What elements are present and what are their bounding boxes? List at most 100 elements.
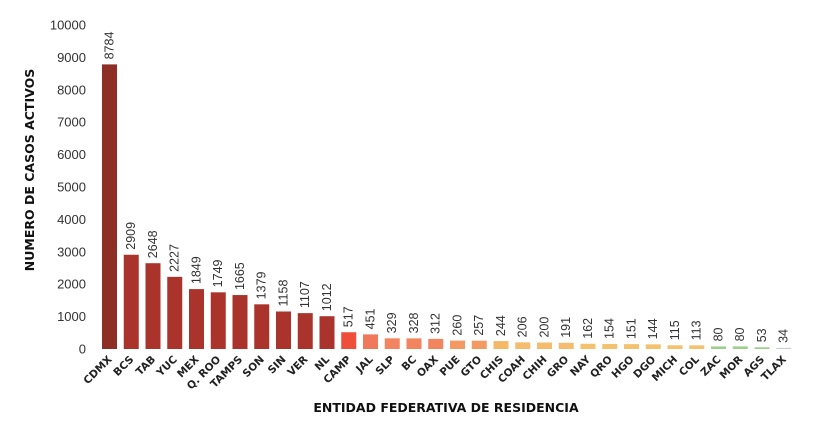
bar-value-label: 517 [342,306,356,327]
bar-value-label: 80 [733,327,747,341]
y-tick-label: 7000 [57,115,86,130]
bar-value-label: 1379 [255,271,269,299]
category-label: YUC [154,353,180,379]
bar [689,345,705,349]
bar-value-label: 144 [646,318,660,339]
bar-value-label: 2648 [146,230,160,258]
y-axis-ticks: 0 1000 2000 3000 4000 5000 6000 7000 8000 9000 100… [50,18,86,357]
bar-value-label: 329 [385,312,399,333]
category-label: NAY [568,353,593,378]
bar [428,338,444,349]
bar-value-label: 328 [407,312,421,333]
bars [102,64,792,349]
bar [776,347,792,349]
y-tick-label: 5000 [57,180,86,195]
bar-value-label: 8784 [103,32,117,60]
category-label: GRO [545,354,572,381]
bar-value-label: 1749 [211,259,225,287]
bar [493,341,509,349]
category-label: CDMX [81,354,114,387]
category-label: CHIH [520,354,549,383]
category-label: JAL [353,353,376,376]
bar [319,316,335,349]
bar [254,304,270,349]
category-label: BCS [111,354,136,379]
bar [276,311,291,349]
y-tick-label: 8000 [57,82,86,97]
bar [602,344,618,349]
value-labels: 8784 2909 2648 2227 1849 1749 1665 1379 1158 1107… [103,32,791,343]
bar [624,344,639,349]
bar-value-label: 451 [364,308,378,329]
y-tick-label: 9000 [57,50,86,65]
category-label: VER [285,354,310,379]
bar-value-label: 1158 [277,280,291,307]
y-tick-label: 0 [79,342,86,357]
bar [667,345,683,349]
bar [341,332,357,349]
y-tick-label: 4000 [57,212,86,227]
category-label: HGO [610,354,637,381]
bar [189,289,204,349]
bar-value-label: 191 [559,317,573,338]
category-label: MOR [717,354,745,382]
bar-value-label: 1107 [298,281,312,308]
x-axis-title: ENTIDAD FEDERATIVA DE RESIDENCIA [313,400,579,415]
bar [123,254,139,349]
bar [232,295,248,349]
bar-value-label: 80 [712,327,726,341]
bar-value-label: 2227 [168,244,182,272]
bar-value-label: 312 [429,313,443,334]
bar [145,263,161,349]
bar-value-label: 2909 [124,222,138,250]
bar [537,342,552,349]
bar [210,292,226,349]
bar-value-label: 1665 [233,262,247,290]
bar-value-label: 151 [625,318,639,339]
bar-value-label: 1012 [320,283,334,311]
bar-value-label: 53 [755,328,769,342]
bar [450,340,465,349]
category-label: TAB [134,354,158,378]
bar-value-label: 260 [451,315,465,336]
category-label: SON [241,354,267,380]
bar-value-label: 115 [668,320,682,340]
bar-value-label: 257 [472,315,486,336]
bar [297,313,313,349]
category-label: SLP [373,353,397,377]
bar-value-label: 34 [777,329,791,343]
bar [711,346,726,349]
bar-value-label: 1849 [190,256,204,284]
y-tick-label: 3000 [57,244,86,259]
bar [732,346,748,349]
bar-value-label: 200 [538,317,552,338]
bar-value-label: 206 [516,316,530,337]
y-tick-label: 6000 [57,147,86,162]
bar-value-label: 113 [690,320,704,340]
bar [471,340,487,349]
bar [363,334,378,349]
bar [515,342,531,349]
y-axis-title: NUMERO DE CASOS ACTIVOS [22,69,37,271]
bar-value-label: 162 [581,318,595,339]
y-tick-label: 2000 [57,277,86,292]
category-label: OAX [415,354,441,380]
bar [754,347,770,349]
category-label: QRO [588,354,615,381]
bar [167,276,183,349]
category-label: SIN [266,354,289,377]
bar [406,338,422,349]
bar-value-label: 154 [603,318,617,339]
category-label: TLAX [759,354,789,384]
bar [580,343,596,349]
bar [645,344,661,349]
category-label: PUE [438,354,463,379]
bar-value-label: 244 [494,315,508,336]
bar [102,64,117,349]
bar [558,342,574,349]
category-label: COL [677,353,702,378]
y-tick-label: 10000 [50,18,86,33]
bar [384,338,400,349]
